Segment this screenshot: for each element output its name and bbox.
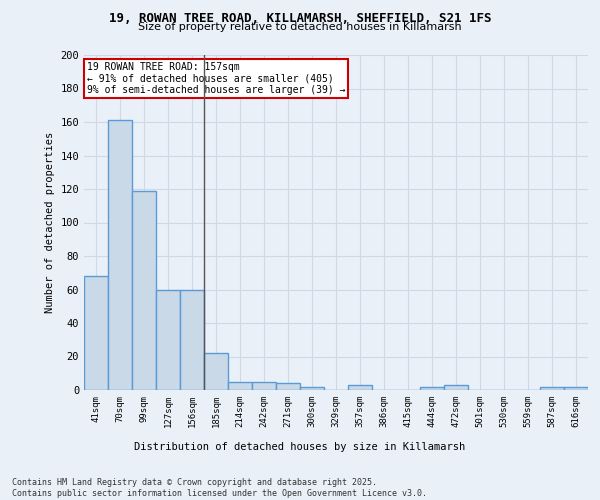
- Bar: [444, 385, 468, 390]
- Bar: [348, 385, 372, 390]
- Bar: [204, 353, 228, 390]
- Text: Distribution of detached houses by size in Killamarsh: Distribution of detached houses by size …: [134, 442, 466, 452]
- Text: 19, ROWAN TREE ROAD, KILLAMARSH, SHEFFIELD, S21 1FS: 19, ROWAN TREE ROAD, KILLAMARSH, SHEFFIE…: [109, 12, 491, 26]
- Bar: [132, 190, 156, 390]
- Text: Size of property relative to detached houses in Killamarsh: Size of property relative to detached ho…: [138, 22, 462, 32]
- Bar: [564, 386, 588, 390]
- Bar: [276, 384, 300, 390]
- Bar: [156, 290, 180, 390]
- Bar: [228, 382, 252, 390]
- Y-axis label: Number of detached properties: Number of detached properties: [45, 132, 55, 313]
- Bar: [84, 276, 108, 390]
- Bar: [540, 386, 564, 390]
- Bar: [252, 382, 276, 390]
- Bar: [180, 290, 204, 390]
- Bar: [300, 386, 324, 390]
- Text: 19 ROWAN TREE ROAD: 157sqm
← 91% of detached houses are smaller (405)
9% of semi: 19 ROWAN TREE ROAD: 157sqm ← 91% of deta…: [86, 62, 345, 95]
- Bar: [108, 120, 132, 390]
- Bar: [420, 386, 444, 390]
- Text: Contains HM Land Registry data © Crown copyright and database right 2025.
Contai: Contains HM Land Registry data © Crown c…: [12, 478, 427, 498]
